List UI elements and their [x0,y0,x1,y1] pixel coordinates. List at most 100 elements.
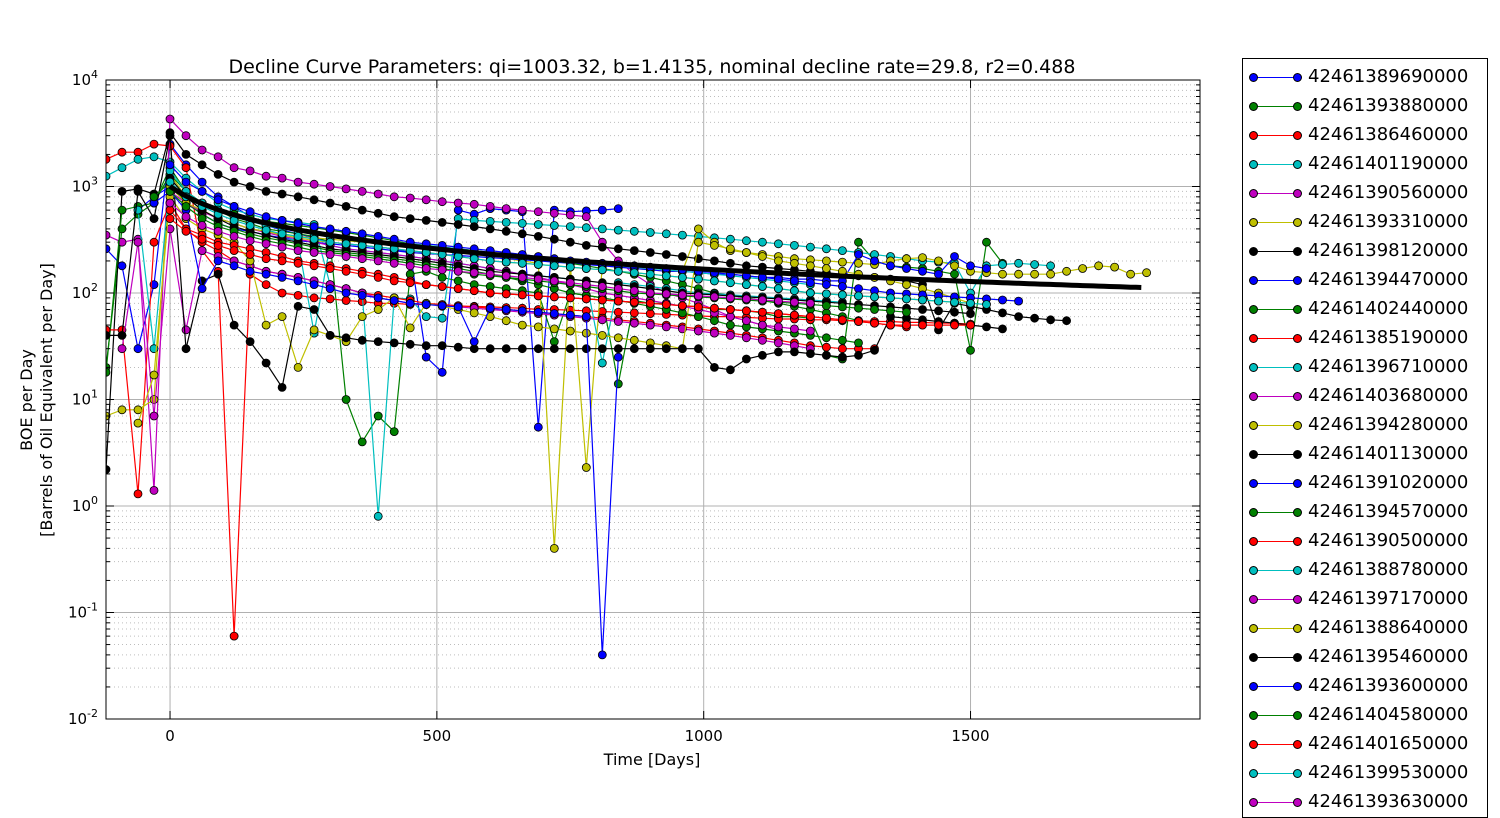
data-point [998,260,1007,269]
data-point [453,284,463,294]
data-point [613,344,623,354]
data-point [357,254,367,264]
data-point [533,291,543,301]
legend-marker-swatch [1293,363,1302,372]
data-point [309,248,319,257]
data-point [133,405,143,415]
data-point [950,269,959,279]
legend-label: 42461389690000 [1308,66,1469,87]
data-point [165,114,175,124]
data-point [485,201,495,211]
data-point [453,198,463,208]
data-point [277,288,287,298]
legend-item: 42461403680000 [1243,382,1487,411]
data-point [581,264,591,273]
data-point [389,258,399,268]
data-point [742,333,751,343]
data-point [838,302,847,312]
data-point [501,217,511,227]
data-point [181,163,191,173]
legend-label: 42461391020000 [1308,472,1469,493]
data-point [165,214,175,224]
legend-marker-swatch [1293,102,1302,111]
data-point [437,217,447,227]
data-point [870,256,879,266]
data-point [774,309,783,319]
data-point [934,306,943,316]
data-point [1030,260,1039,269]
data-point [661,289,671,299]
data-point [165,198,175,208]
legend-item: 42461394570000 [1243,498,1487,527]
data-point [982,264,991,273]
data-point [1062,316,1071,326]
data-point [1014,296,1023,306]
data-point [501,316,511,326]
data-point [918,253,927,263]
data-point [293,290,303,300]
legend-label: 42461385190000 [1308,327,1469,348]
data-point [357,186,367,196]
data-point [549,344,559,354]
data-point [854,317,863,326]
data-point [261,358,271,368]
legend-marker-swatch [1293,508,1302,517]
data-point [213,152,223,162]
data-point [181,344,191,354]
data-point [597,358,607,368]
data-point [533,207,543,217]
data-point [629,335,639,345]
data-point [678,344,687,354]
data-point [309,280,319,290]
data-point [341,296,351,305]
data-point [1062,266,1071,276]
data-point [902,294,911,304]
legend-line-swatch [1253,512,1297,513]
data-point [934,320,943,330]
legend-label: 42461396710000 [1308,356,1469,377]
data-point [149,485,159,495]
data-point [886,306,895,316]
data-point [485,288,495,298]
x-tick-label: 500 [423,727,452,745]
data-point [309,234,319,244]
legend-marker-swatch [1249,624,1258,633]
data-point [421,312,431,322]
data-point [149,370,159,380]
data-point [1014,312,1023,322]
data-point [373,231,383,241]
data-point [966,261,975,271]
data-point [645,228,655,237]
data-point [645,320,655,330]
data-point [165,177,175,187]
data-point [581,240,591,250]
data-point [517,218,527,228]
data-point [421,300,431,309]
data-point [678,290,687,300]
data-point [758,350,767,360]
data-point [437,341,447,351]
data-point [613,379,623,389]
data-point [1046,315,1055,325]
legend-marker-swatch [1249,363,1258,372]
data-point [405,278,415,288]
data-point [341,266,351,276]
legend-label: 42461390500000 [1308,530,1469,551]
legend-item: 42461398120000 [1243,237,1487,266]
data-point [950,320,959,330]
data-point [549,276,559,286]
data-point [982,300,991,309]
data-point [886,293,895,303]
data-point [117,261,127,271]
data-point [405,323,415,333]
data-point [341,201,351,211]
data-point [469,222,479,232]
data-point [694,344,703,354]
data-point [325,250,335,259]
series-42461401130000 [106,131,1007,392]
data-point [854,350,863,360]
data-point [822,264,831,273]
legend-marker-swatch [1293,682,1302,691]
data-point [373,337,383,347]
data-point [373,293,383,303]
